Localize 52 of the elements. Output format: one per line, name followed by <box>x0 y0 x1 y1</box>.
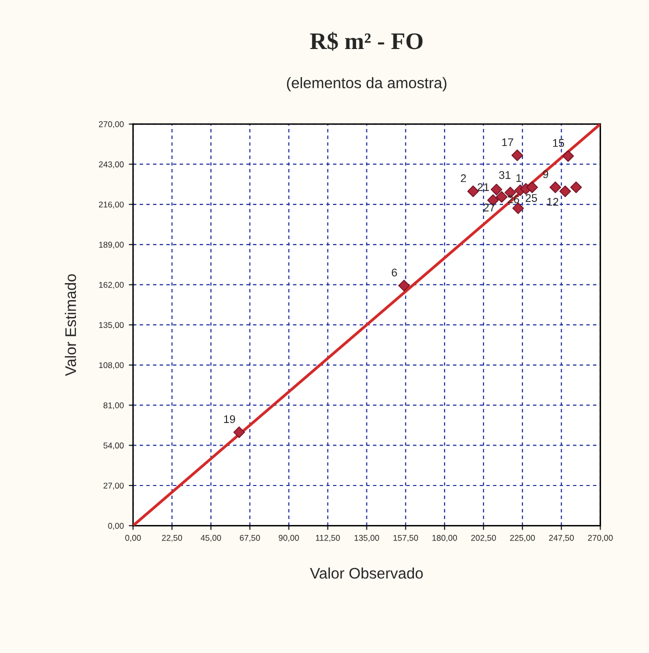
x-tick-label: 0,00 <box>125 534 141 542</box>
point <box>467 186 479 198</box>
x-tick-label: 157,50 <box>394 534 418 542</box>
point <box>398 280 410 292</box>
x-axis-title: Valor Observado <box>310 567 423 579</box>
chart-subtitle: (elementos da amostra) <box>286 77 446 92</box>
x-tick-label: 202,50 <box>471 534 496 542</box>
y-tick-label: 27,00 <box>104 482 124 490</box>
point <box>511 150 524 162</box>
annotation: 12 <box>547 198 558 206</box>
x-tick-label: 112,50 <box>316 534 340 542</box>
x-tick-label: 67,50 <box>240 534 260 542</box>
x-tick-label: 90,00 <box>278 534 299 542</box>
annotation: 21 <box>478 183 489 191</box>
annotation: 6 <box>392 268 397 276</box>
x-tick-label: 45,00 <box>200 534 222 542</box>
point <box>559 186 571 198</box>
y-tick-label: 189,00 <box>99 242 124 249</box>
point <box>233 426 245 438</box>
x-tick-label: 225,00 <box>510 534 535 542</box>
x-tick-label: 180,00 <box>432 534 457 542</box>
annotation: 25 <box>526 194 538 202</box>
y-tick-label: 0,00 <box>108 522 124 530</box>
point <box>526 181 538 194</box>
y-tick-label: 81,00 <box>104 402 124 410</box>
point <box>570 181 582 194</box>
annotation: 15 <box>553 139 564 147</box>
x-tick-label: 135,00 <box>354 534 380 542</box>
y-tick-label: 54,00 <box>104 442 124 450</box>
annotation: 31 <box>499 171 510 179</box>
y-axis-title: Valor Estimado <box>64 274 76 376</box>
annotation: 27 <box>484 204 495 212</box>
annotation: 2 <box>460 174 466 182</box>
y-tick-label: 270,00 <box>98 121 124 128</box>
y-tick-label: 135,00 <box>99 322 124 329</box>
x-tick-label: 22,50 <box>162 534 182 542</box>
y-tick-label: 243,00 <box>98 161 124 168</box>
annotation: 17 <box>502 138 514 146</box>
point <box>562 150 574 162</box>
point <box>490 184 502 196</box>
y-tick-label: 216,00 <box>98 202 124 208</box>
y-tick-label: 162,00 <box>99 282 124 289</box>
x-tick-label: 247,50 <box>549 534 574 542</box>
annotation: 9 <box>543 170 548 178</box>
chart-title: R$ m² - FO <box>310 32 423 51</box>
y-tick-label: 108,00 <box>99 362 124 370</box>
point <box>512 202 524 214</box>
annotation: 1 <box>516 174 522 182</box>
point <box>496 191 508 203</box>
annotation: 19 <box>224 415 236 424</box>
x-tick-label: 270,00 <box>588 534 613 542</box>
point <box>550 181 562 194</box>
